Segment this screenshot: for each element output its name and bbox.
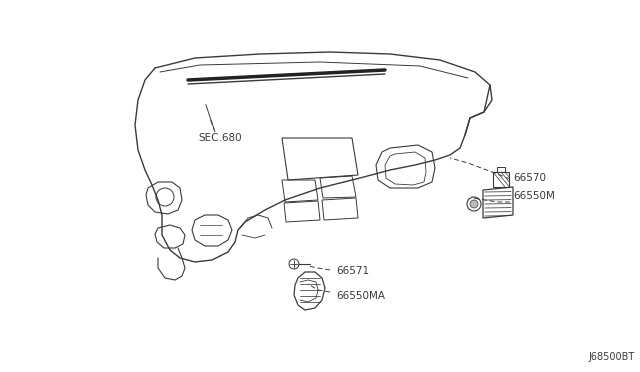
Text: 66550MA: 66550MA: [336, 291, 385, 301]
Text: 66550M: 66550M: [513, 191, 555, 201]
Text: J68500BT: J68500BT: [588, 352, 634, 362]
Text: SEC.680: SEC.680: [198, 133, 242, 143]
Circle shape: [470, 200, 478, 208]
Text: 66571: 66571: [336, 266, 369, 276]
Text: 66570: 66570: [513, 173, 546, 183]
Bar: [493, 172, 509, 187]
